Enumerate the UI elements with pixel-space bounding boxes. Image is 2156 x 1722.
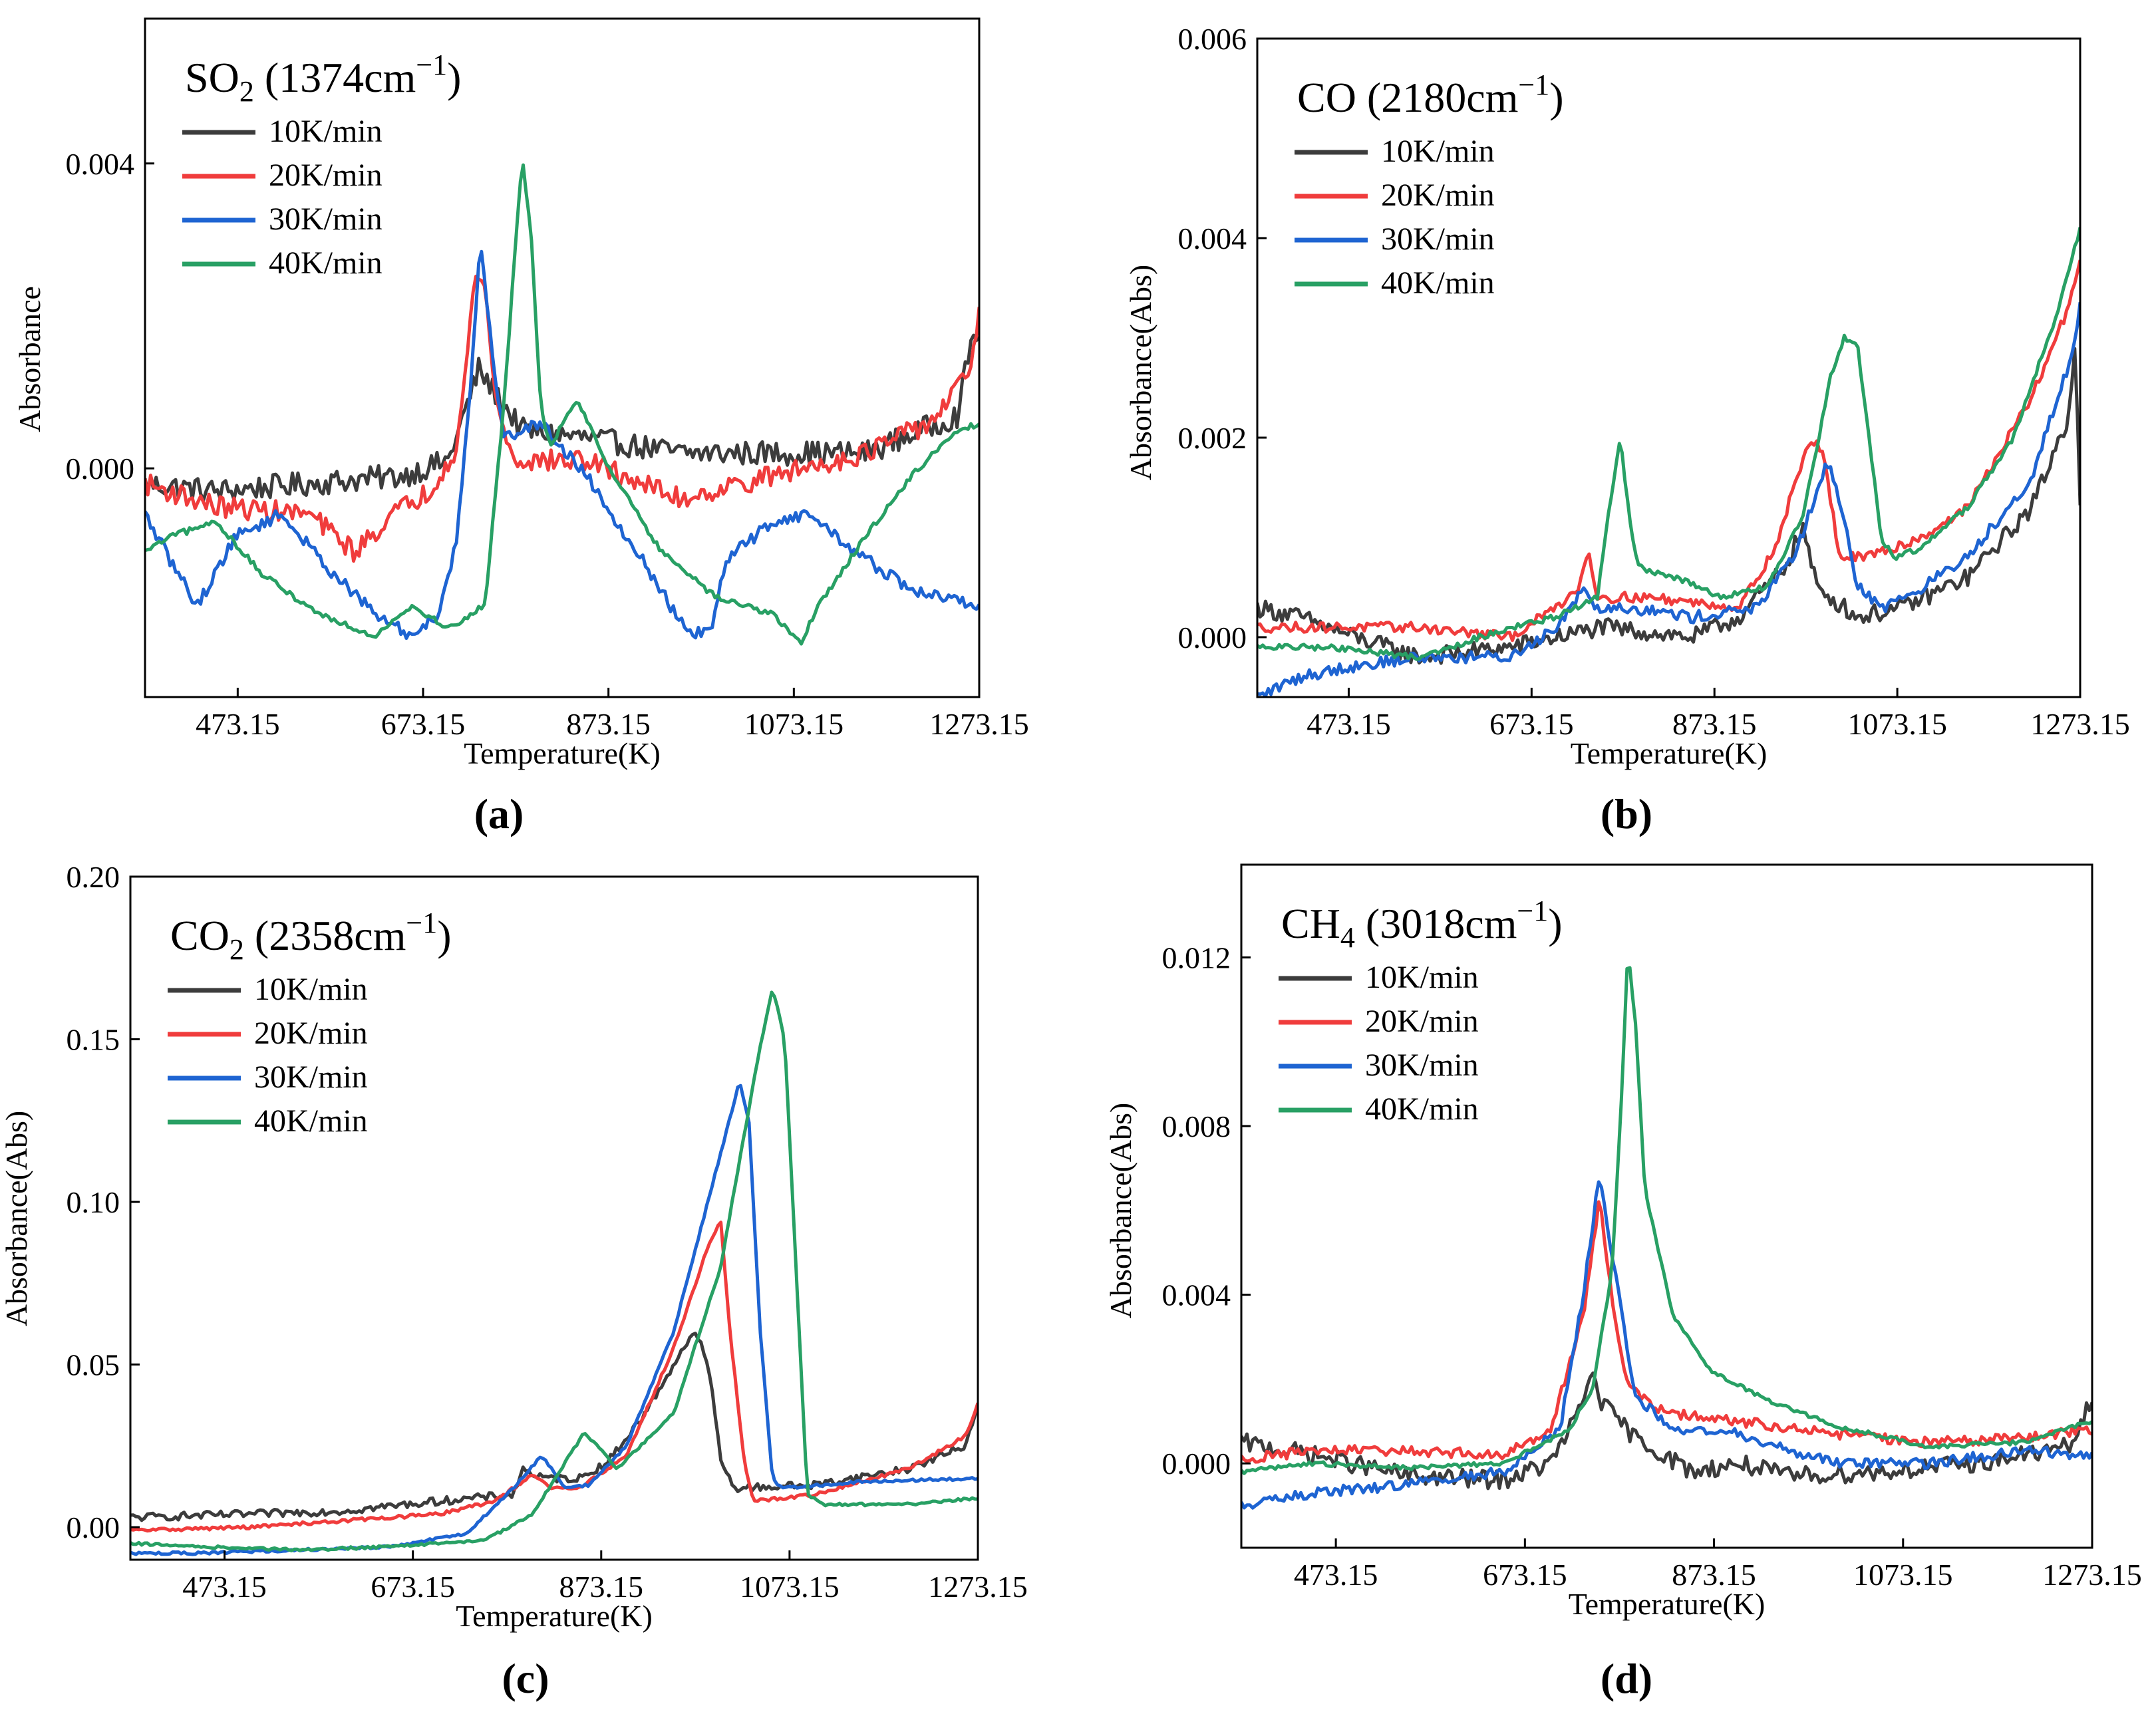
series-line-20k-min (145, 277, 979, 561)
x-tick-label: 473.15 (1294, 1558, 1378, 1592)
y-axis-label: Absorbance (13, 286, 47, 432)
x-tick-label: 673.15 (371, 1570, 455, 1604)
x-tick-label: 1273.15 (928, 1570, 1028, 1604)
series-line-10k-min (1241, 1373, 2092, 1489)
x-tick-label: 1073.15 (744, 707, 844, 741)
legend: 10K/min 20K/min 30K/min 40K/min (168, 972, 368, 1139)
chart-title: SO2 (1374cm−1) (185, 49, 461, 108)
legend-label: 40K/min (1365, 1091, 1479, 1127)
y-axis-label: Absorbance(Abs) (0, 1111, 33, 1326)
legend: 10K/min 20K/min 30K/min 40K/min (1295, 134, 1495, 301)
panel-label: (d) (1601, 1655, 1652, 1702)
series-line-40k-min (1241, 968, 2092, 1473)
x-tick-label: 1273.15 (2042, 1558, 2142, 1592)
x-tick-label: 1073.15 (1853, 1558, 1953, 1592)
x-axis-label: Temperature(K) (1571, 736, 1768, 770)
chart-title: CO2 (2358cm−1) (170, 907, 452, 966)
legend-label: 20K/min (1381, 178, 1495, 213)
chart-title: CH4 (3018cm−1) (1281, 895, 1563, 954)
x-axis-label: Temperature(K) (1569, 1587, 1766, 1621)
chart-panel-c: 473.15 673.15 873.15 1073.15 1273.150.000.05… (0, 860, 1028, 1633)
legend: 10K/min 20K/min 30K/min 40K/min (1279, 960, 1479, 1127)
y-tick-label: 0.15 (67, 1023, 120, 1057)
y-tick-label: 0.006 (1178, 22, 1247, 56)
legend-label: 30K/min (269, 202, 383, 237)
series-line-10k-min (130, 1334, 978, 1520)
chart-panel-b: 473.15 673.15 873.15 1073.15 1273.150.0000.0… (1124, 22, 2130, 770)
y-tick-label: 0.000 (66, 452, 135, 486)
x-tick-label: 673.15 (1489, 707, 1574, 741)
series-group (145, 165, 979, 644)
legend-label: 30K/min (1365, 1048, 1479, 1083)
y-tick-label: 0.008 (1162, 1109, 1231, 1143)
series-line-40k-min (145, 165, 979, 644)
y-tick-label: 0.10 (67, 1185, 120, 1219)
x-tick-label: 1273.15 (929, 707, 1029, 741)
x-tick-label: 473.15 (1307, 707, 1391, 741)
y-tick-label: 0.000 (1178, 621, 1247, 654)
y-tick-label: 0.004 (1178, 221, 1247, 255)
panel-label: (b) (1601, 790, 1652, 837)
y-axis-label: Absorbance(Abs) (1124, 265, 1157, 480)
chart-panel-d: 473.15 673.15 873.15 1073.15 1273.150.0000.0… (1104, 865, 2142, 1621)
legend-label: 10K/min (1381, 134, 1495, 169)
y-tick-label: 0.20 (67, 860, 120, 894)
x-axis-label: Temperature(K) (464, 736, 661, 770)
x-tick-label: 673.15 (381, 707, 466, 741)
x-tick-label: 473.15 (196, 707, 280, 741)
y-axis-label: Absorbance(Abs) (1104, 1103, 1138, 1318)
legend: 10K/min 20K/min 30K/min 40K/min (182, 114, 383, 281)
legend-label: 30K/min (1381, 221, 1495, 257)
y-tick-label: 0.002 (1178, 421, 1247, 455)
series-line-20k-min (130, 1222, 978, 1531)
y-tick-label: 0.00 (67, 1510, 120, 1544)
legend-label: 40K/min (269, 245, 383, 281)
series-line-10k-min (145, 335, 979, 500)
legend-label: 20K/min (269, 158, 383, 193)
legend-label: 40K/min (254, 1103, 368, 1139)
x-tick-label: 1273.15 (2030, 707, 2130, 741)
series-line-20k-min (1257, 260, 2080, 641)
legend-label: 20K/min (254, 1016, 368, 1051)
panel-label: (a) (474, 790, 524, 837)
x-axis-label: Temperature(K) (456, 1599, 653, 1633)
series-line-10k-min (1257, 349, 2080, 663)
legend-label: 20K/min (1365, 1004, 1479, 1039)
y-tick-label: 0.012 (1162, 940, 1231, 974)
series-line-30k-min (145, 251, 979, 638)
y-tick-label: 0.004 (66, 147, 135, 181)
chart-title: CO (2180cm−1) (1297, 69, 1564, 121)
x-tick-label: 473.15 (182, 1570, 267, 1604)
panel-label: (c) (502, 1655, 549, 1702)
x-tick-label: 1073.15 (740, 1570, 840, 1604)
legend-label: 30K/min (254, 1060, 368, 1095)
x-tick-label: 673.15 (1483, 1558, 1567, 1592)
x-tick-label: 1073.15 (1847, 707, 1947, 741)
legend-label: 10K/min (269, 114, 383, 149)
y-tick-label: 0.000 (1162, 1447, 1231, 1481)
legend-label: 10K/min (254, 972, 368, 1007)
chart-panel-a: 473.15 673.15 873.15 1073.15 1273.150.0000.0… (13, 19, 1029, 770)
y-tick-label: 0.004 (1162, 1278, 1231, 1312)
figure: 473.15 673.15 873.15 1073.15 1273.150.0000.0… (0, 0, 2156, 1722)
legend-label: 10K/min (1365, 960, 1479, 995)
y-tick-label: 0.05 (67, 1348, 120, 1382)
legend-label: 40K/min (1381, 265, 1495, 301)
